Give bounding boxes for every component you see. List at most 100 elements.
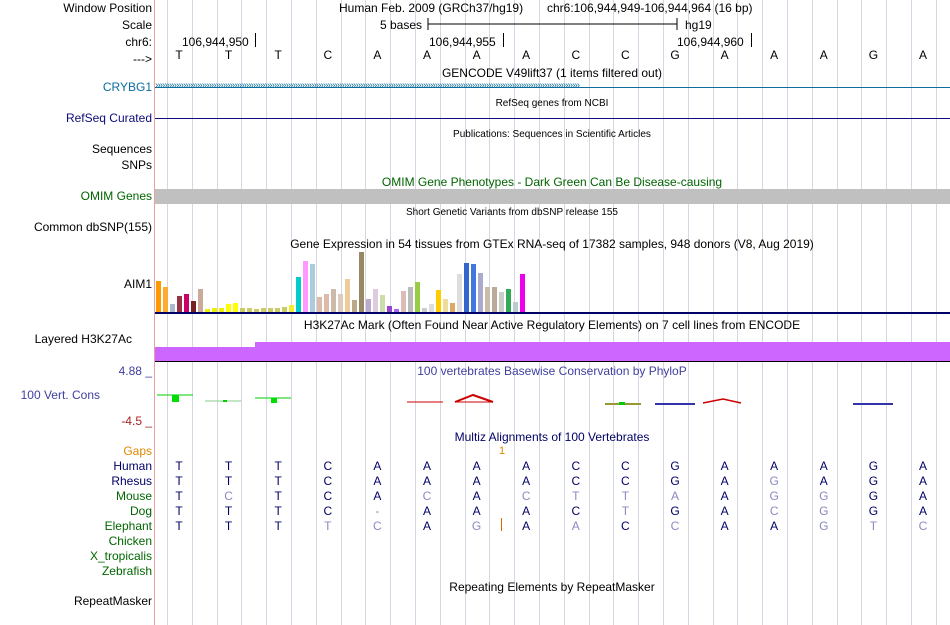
gtex-tissue-bar[interactable] <box>345 279 350 312</box>
gencode-title[interactable]: GENCODE V49lift37 (1 items filtered out) <box>441 66 663 80</box>
species-label[interactable]: X_tropicalis <box>89 549 152 563</box>
gtex-tissue-bar[interactable] <box>247 308 252 312</box>
gtex-tissue-bar[interactable] <box>471 264 476 312</box>
gtex-tissue-bar[interactable] <box>373 289 378 312</box>
repeatmasker-label[interactable]: RepeatMasker <box>73 594 152 608</box>
refseq-title[interactable]: RefSeq genes from NCBI <box>495 98 609 109</box>
scale-label[interactable]: Scale <box>121 18 152 32</box>
gap-count-mark[interactable]: 1 <box>498 445 506 457</box>
gtex-title[interactable]: Gene Expression in 54 tissues from GTEx … <box>290 237 814 251</box>
phylop-signal[interactable] <box>155 390 950 412</box>
gtex-tissue-bar[interactable] <box>324 294 329 312</box>
gtex-tissue-bar[interactable] <box>380 295 385 312</box>
gtex-tissue-bar[interactable] <box>415 282 420 312</box>
phylop-label[interactable]: 100 Vert. Cons <box>20 388 100 402</box>
h3k27ac-label[interactable]: Layered H3K27Ac <box>34 332 132 346</box>
gtex-tissue-bar[interactable] <box>506 289 511 312</box>
gtex-tissue-bar[interactable] <box>338 294 343 312</box>
gtex-tissue-bar[interactable] <box>205 309 210 312</box>
h3k27ac-baseline <box>155 361 950 362</box>
multiz-title[interactable]: Multiz Alignments of 100 Vertebrates <box>454 430 650 444</box>
gtex-tissue-bar[interactable] <box>513 302 518 312</box>
snps-label[interactable]: SNPs <box>121 158 152 172</box>
gtex-tissue-bar[interactable] <box>394 309 399 312</box>
gtex-tissue-bar[interactable] <box>464 263 469 312</box>
gtex-tissue-bar[interactable] <box>184 294 189 312</box>
repeatmasker-title[interactable]: Repeating Elements by RepeatMasker <box>449 580 655 594</box>
gencode-item-label[interactable]: CRYBG1 <box>102 80 152 94</box>
species-label[interactable]: Mouse <box>115 489 152 503</box>
omim-title[interactable]: OMIM Gene Phenotypes - Dark Green Can Be… <box>381 175 723 189</box>
omim-label[interactable]: OMIM Genes <box>80 189 152 203</box>
gtex-tissue-bar[interactable] <box>219 308 224 312</box>
gtex-tissue-bar[interactable] <box>436 290 441 312</box>
chrom-label[interactable]: chr6: <box>125 35 152 49</box>
gtex-tissue-bar[interactable] <box>268 308 273 312</box>
elephant-insert-mark[interactable] <box>501 518 502 531</box>
publications-title[interactable]: Publications: Sequences in Scientific Ar… <box>453 129 651 140</box>
gtex-tissue-bar[interactable] <box>198 289 203 312</box>
species-label[interactable]: Elephant <box>104 519 152 533</box>
position-text[interactable]: chr6:106,944,949-106,944,964 (16 bp) <box>547 1 753 15</box>
sequences-label[interactable]: Sequences <box>91 142 152 156</box>
species-label[interactable]: Chicken <box>108 534 152 548</box>
species-label[interactable]: Zebrafish <box>101 564 152 578</box>
gtex-tissue-bar[interactable] <box>499 292 504 312</box>
gtex-tissue-bar[interactable] <box>331 289 336 312</box>
gtex-tissue-bar[interactable] <box>429 304 434 312</box>
aligned-base: C <box>571 474 581 488</box>
aligned-base: A <box>918 459 928 473</box>
gtex-tissue-bar[interactable] <box>352 300 357 312</box>
gtex-tissue-bar[interactable] <box>401 291 406 312</box>
gtex-tissue-bar[interactable] <box>520 274 525 312</box>
gtex-tissue-bar[interactable] <box>296 277 301 312</box>
species-label[interactable]: Rhesus <box>111 474 152 488</box>
gtex-tissue-bar[interactable] <box>282 307 287 312</box>
gtex-tissue-bar[interactable] <box>240 308 245 312</box>
omim-feature-bar[interactable] <box>155 189 950 204</box>
gtex-tissue-bar[interactable] <box>177 296 182 312</box>
species-label[interactable]: Human <box>113 459 152 473</box>
gtex-tissue-bar[interactable] <box>317 297 322 312</box>
window-position-label[interactable]: Window Position <box>63 1 152 15</box>
gtex-tissue-bar[interactable] <box>163 287 168 312</box>
gtex-tissue-bar[interactable] <box>310 264 315 312</box>
gtex-tissue-bar[interactable] <box>422 308 427 312</box>
gtex-tissue-bar[interactable] <box>275 308 280 312</box>
dbsnp-title[interactable]: Short Genetic Variants from dbSNP releas… <box>406 207 618 218</box>
gencode-gene-line[interactable] <box>155 87 950 88</box>
gtex-tissue-bar[interactable] <box>226 304 231 312</box>
gtex-tissue-bar[interactable] <box>191 301 196 312</box>
gtex-gene-label[interactable]: AIM1 <box>123 277 152 291</box>
gtex-tissue-bar[interactable] <box>170 304 175 312</box>
gtex-tissue-bar[interactable] <box>233 303 238 312</box>
gtex-tissue-bar[interactable] <box>457 274 462 312</box>
gtex-tissue-bar[interactable] <box>485 287 490 312</box>
strand-label[interactable]: ---> <box>133 52 152 66</box>
refseq-gene-line[interactable] <box>155 118 950 119</box>
gtex-tissue-bar[interactable] <box>254 309 259 312</box>
gtex-tissue-bar[interactable] <box>478 273 483 312</box>
h3k27ac-title[interactable]: H3K27Ac Mark (Often Found Near Active Re… <box>303 318 801 332</box>
gtex-bar-chart[interactable] <box>155 252 535 312</box>
species-label[interactable]: Dog <box>129 504 152 518</box>
gtex-tissue-bar[interactable] <box>289 305 294 312</box>
gtex-tissue-bar[interactable] <box>387 306 392 312</box>
gtex-tissue-bar[interactable] <box>212 308 217 312</box>
gtex-tissue-bar[interactable] <box>303 261 308 312</box>
dbsnp-label[interactable]: Common dbSNP(155) <box>33 220 152 234</box>
gtex-tissue-bar[interactable] <box>450 303 455 312</box>
refseq-label[interactable]: RefSeq Curated <box>65 111 152 125</box>
gaps-label[interactable]: Gaps <box>123 444 152 458</box>
gtex-tissue-bar[interactable] <box>156 281 161 312</box>
h3k27ac-signal-high[interactable] <box>255 342 950 361</box>
h3k27ac-signal-low[interactable] <box>155 347 255 361</box>
track-data-area[interactable]: Human Feb. 2009 (GRCh37/hg19) chr6:106,9… <box>155 0 950 625</box>
gtex-tissue-bar[interactable] <box>359 252 364 312</box>
gtex-tissue-bar[interactable] <box>492 287 497 312</box>
gtex-tissue-bar[interactable] <box>366 299 371 312</box>
gtex-tissue-bar[interactable] <box>443 299 448 312</box>
gtex-tissue-bar[interactable] <box>408 287 413 312</box>
gtex-tissue-bar[interactable] <box>261 308 266 312</box>
phylop-title[interactable]: 100 vertebrates Basewise Conservation by… <box>417 364 687 378</box>
